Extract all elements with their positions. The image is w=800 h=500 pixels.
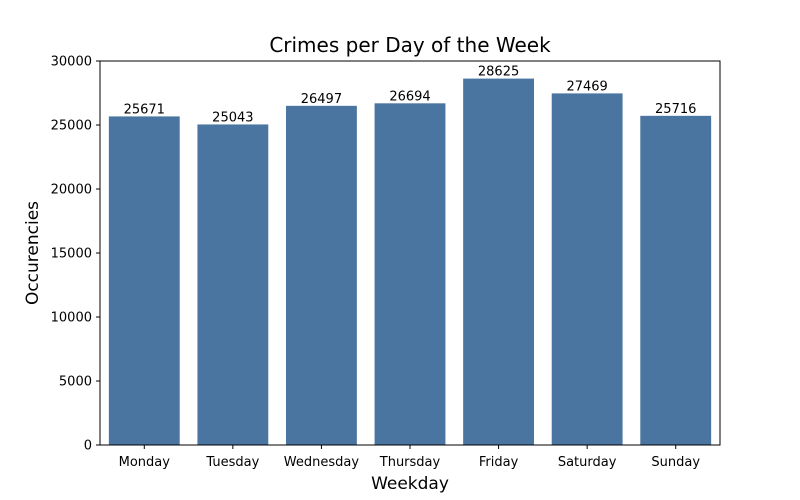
y-axis-label: Occurencies bbox=[23, 201, 43, 305]
x-tick-label-tuesday: Tuesday bbox=[205, 455, 259, 470]
value-label-thursday: 26694 bbox=[389, 89, 430, 104]
bars-group bbox=[108, 78, 712, 446]
value-label-sunday: 25716 bbox=[655, 102, 696, 117]
x-tick-label-monday: Monday bbox=[119, 455, 171, 470]
bar-wednesday bbox=[286, 105, 357, 445]
y-axis-ticks: 0 5000 10000 15000 20000 25000 30000 bbox=[51, 55, 100, 454]
bar-monday bbox=[108, 116, 180, 446]
bar-friday bbox=[463, 78, 534, 445]
y-tick-label: 30000 bbox=[51, 55, 92, 70]
x-axis-ticks: Monday Tuesday Wednesday Thursday Friday Satu… bbox=[119, 445, 700, 470]
value-label-wednesday: 26497 bbox=[301, 92, 342, 107]
y-tick-label: 25000 bbox=[51, 119, 92, 134]
x-tick-label-thursday: Thursday bbox=[379, 455, 441, 470]
y-tick-label: 15000 bbox=[51, 247, 92, 262]
bar-saturday bbox=[551, 93, 623, 446]
y-tick-label: 20000 bbox=[51, 183, 92, 198]
bar-tuesday bbox=[197, 124, 269, 446]
x-tick-label-friday: Friday bbox=[479, 455, 519, 470]
y-tick-label: 10000 bbox=[51, 311, 92, 326]
value-label-tuesday: 25043 bbox=[212, 110, 253, 125]
x-axis-label: Weekday bbox=[371, 474, 449, 494]
bar-thursday bbox=[374, 103, 446, 445]
y-tick-label: 5000 bbox=[59, 375, 92, 390]
value-label-monday: 25671 bbox=[124, 102, 165, 117]
x-tick-label-saturday: Saturday bbox=[558, 455, 617, 470]
x-tick-label-wednesday: Wednesday bbox=[284, 455, 360, 470]
value-labels-group: 25671 25043 26497 26694 28625 27469 25716 bbox=[124, 65, 697, 126]
bar-sunday bbox=[640, 115, 712, 445]
chart-title: Crimes per Day of the Week bbox=[269, 33, 551, 57]
value-label-saturday: 27469 bbox=[566, 79, 607, 94]
x-tick-label-sunday: Sunday bbox=[651, 455, 700, 470]
value-label-friday: 28625 bbox=[478, 65, 519, 80]
plot-frame bbox=[99, 60, 721, 446]
y-tick-label: 0 bbox=[84, 439, 92, 454]
